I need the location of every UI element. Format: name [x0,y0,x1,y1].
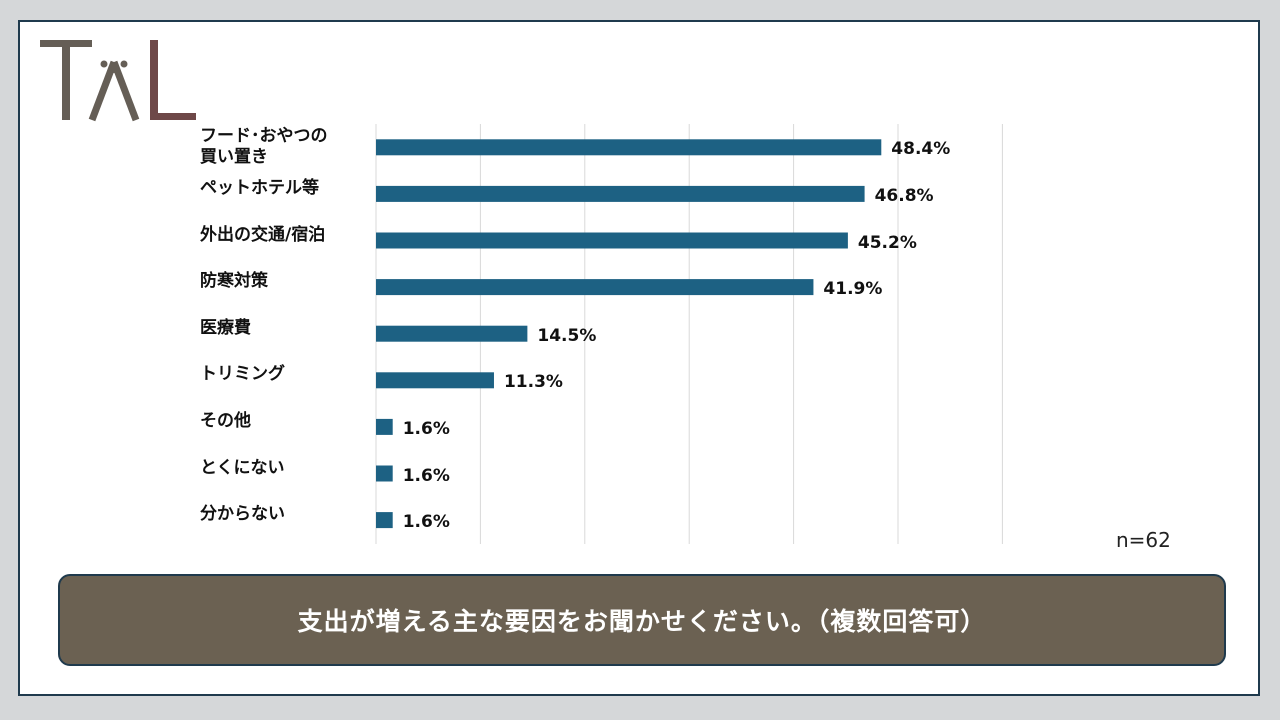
bar [376,418,393,435]
value-label: 1.6% [402,512,450,533]
tal-logo [40,40,196,122]
sample-size-label: n=62 [1116,528,1171,552]
value-label: 46.8% [874,185,934,206]
bar [376,232,848,249]
category-label: フード･おやつの 買い置き [200,126,328,168]
value-label: 1.6% [402,465,450,486]
value-label: 48.4% [891,139,951,160]
bar [376,372,494,389]
bar [376,512,393,529]
bar [376,325,528,342]
bar [376,139,882,156]
question-text: 支出が増える主な要因をお聞かせください。（複数回答可） [297,607,987,636]
category-label: 防寒対策 [200,271,268,292]
category-label: 医療費 [200,317,251,338]
bar [376,185,865,202]
value-label: 11.3% [503,372,563,393]
question-box: 支出が増える主な要因をお聞かせください。（複数回答可） [58,574,1226,666]
value-label: 45.2% [857,232,917,253]
category-label: とくにない [200,457,285,478]
value-label: 14.5% [537,325,597,346]
value-label: 41.9% [823,279,883,300]
category-label: 分からない [200,504,285,525]
category-label: ペットホテル等 [200,177,319,198]
category-label: 外出の交通/宿泊 [200,224,326,245]
bar [376,465,393,482]
category-label: トリミング [200,364,285,385]
bar [376,279,814,296]
value-label: 1.6% [402,418,450,439]
category-label: その他 [200,410,251,431]
